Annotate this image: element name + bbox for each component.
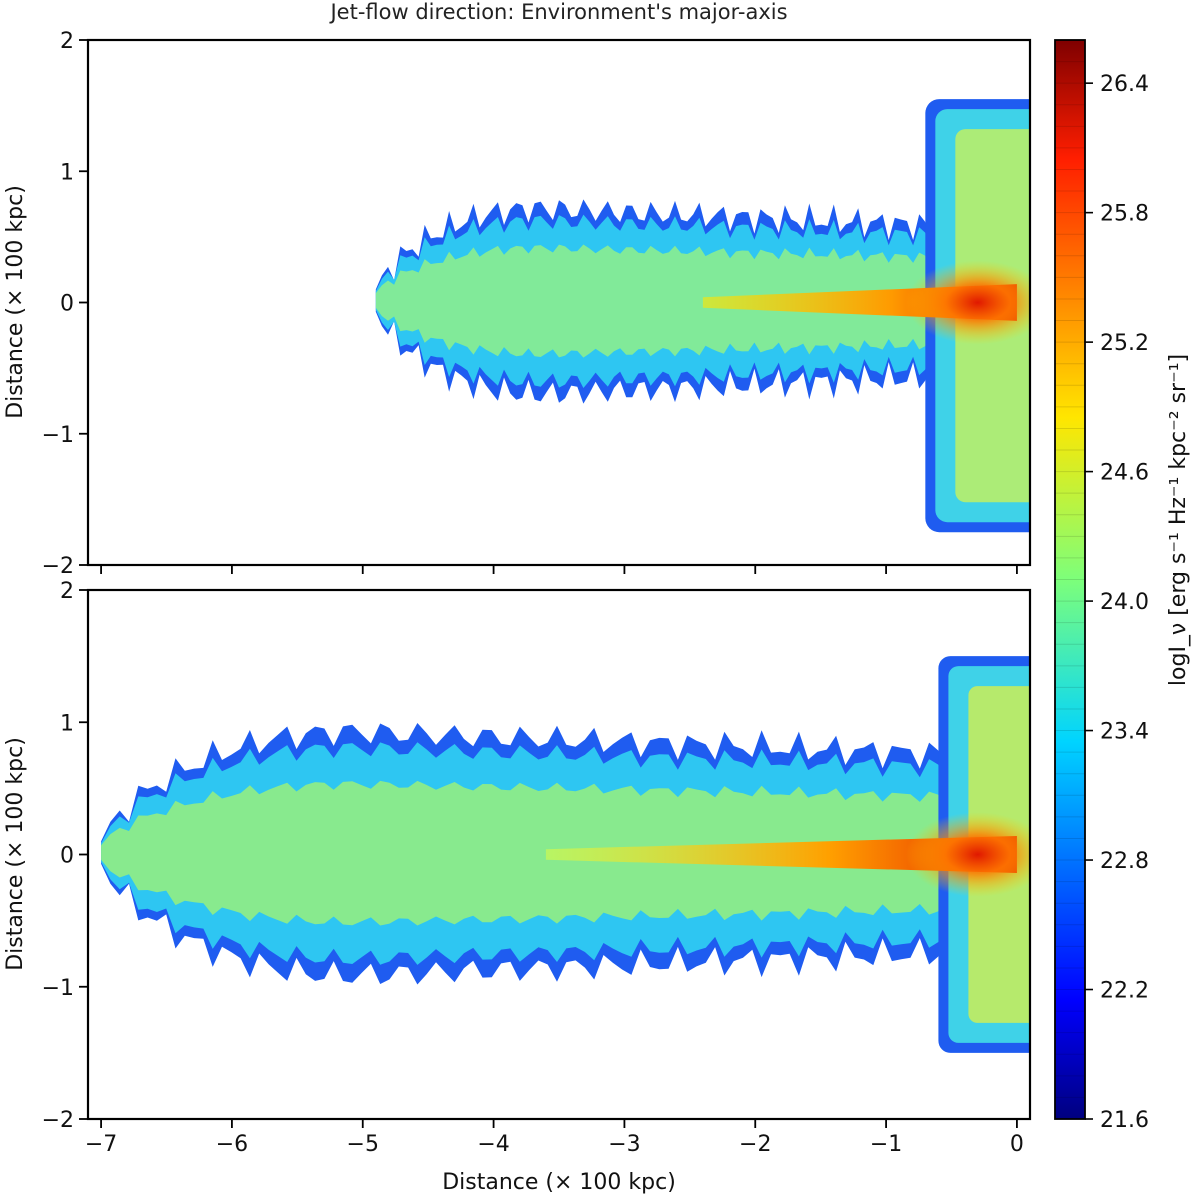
y-tick-label: −1 [42, 423, 74, 448]
top-jet-hotspot [905, 260, 1030, 345]
colorbar-ticks: 26.4 25.8 25.2 24.6 24.0 23.4 22.8 22.2 21.6 [1085, 72, 1149, 1133]
bottom-lobe-emission [101, 723, 952, 985]
top-lobe-emission [375, 199, 939, 404]
colorbar-tick-label: 23.4 [1100, 720, 1149, 745]
colorbar-tick-label: 24.6 [1100, 461, 1149, 486]
colorbar-frame [1054, 39, 1086, 1120]
y-tick-label: 1 [60, 711, 74, 736]
bottom-lobe-inner [101, 780, 952, 926]
y-tick-label: −2 [42, 554, 74, 579]
y-tick-label: 1 [60, 160, 74, 185]
top-lobe-inner [375, 244, 939, 358]
y-tick-label: 0 [60, 844, 74, 869]
x-tick-label: −5 [347, 1132, 379, 1157]
bottom-y-axis-label: Distance (× 100 kpc) [3, 737, 28, 971]
colorbar-tick-label: 25.2 [1100, 331, 1149, 356]
chart-title: Jet-flow direction: Environment's major-… [328, 0, 787, 24]
x-tick-label: −7 [85, 1132, 117, 1157]
x-tick-label: −4 [477, 1132, 509, 1157]
colorbar-tick-label: 22.8 [1100, 849, 1149, 874]
top-intensity-map [375, 99, 1030, 533]
colorbar-gradient [1055, 40, 1085, 1119]
colorbar-label: logI_ν [erg s⁻¹ Hz⁻¹ kpc⁻² sr⁻¹] [1166, 354, 1191, 686]
x-tick-label: −3 [608, 1132, 640, 1157]
y-tick-label: 2 [60, 29, 74, 54]
colorbar: 26.4 25.8 25.2 24.6 24.0 23.4 22.8 22.2 21.6 log… [1054, 39, 1191, 1133]
y-tick-label: 0 [60, 292, 74, 317]
y-tick-label: −1 [42, 976, 74, 1001]
colorbar-tick-label: 22.2 [1100, 979, 1149, 1004]
x-tick-label: −2 [739, 1132, 771, 1157]
colorbar-bands [1055, 61, 1085, 1098]
x-tick-label: 0 [1010, 1132, 1024, 1157]
top-y-axis-label: Distance (× 100 kpc) [3, 185, 28, 419]
bottom-axis-ticks: 2 1 0 −1 −2 −7 −6 −5 −4 −3 −2 −1 0 [42, 579, 1024, 1157]
top-panel: 2 1 0 −1 −2 Distance (× 100 kpc) [3, 29, 1032, 579]
bottom-jet-beam [545, 835, 1017, 874]
y-tick-label: −2 [42, 1108, 74, 1133]
x-tick-label: −6 [216, 1132, 248, 1157]
bottom-jet-hotspot [905, 812, 1030, 897]
colorbar-tick-label: 26.4 [1100, 72, 1149, 97]
x-tick-label: −1 [870, 1132, 902, 1157]
y-tick-label: 2 [60, 579, 74, 604]
bottom-x-axis-label: Distance (× 100 kpc) [442, 1170, 676, 1195]
colorbar-tick-label: 24.0 [1100, 590, 1149, 615]
colorbar-tick-label: 25.8 [1100, 202, 1149, 227]
colorbar-tick-label: 21.6 [1100, 1108, 1149, 1133]
bottom-intensity-map [101, 656, 1030, 1053]
top-axis-ticks: 2 1 0 −1 −2 [42, 29, 1018, 579]
bottom-panel: 2 1 0 −1 −2 −7 −6 −5 −4 −3 −2 −1 0 Distance (× 100 k… [3, 579, 1032, 1195]
